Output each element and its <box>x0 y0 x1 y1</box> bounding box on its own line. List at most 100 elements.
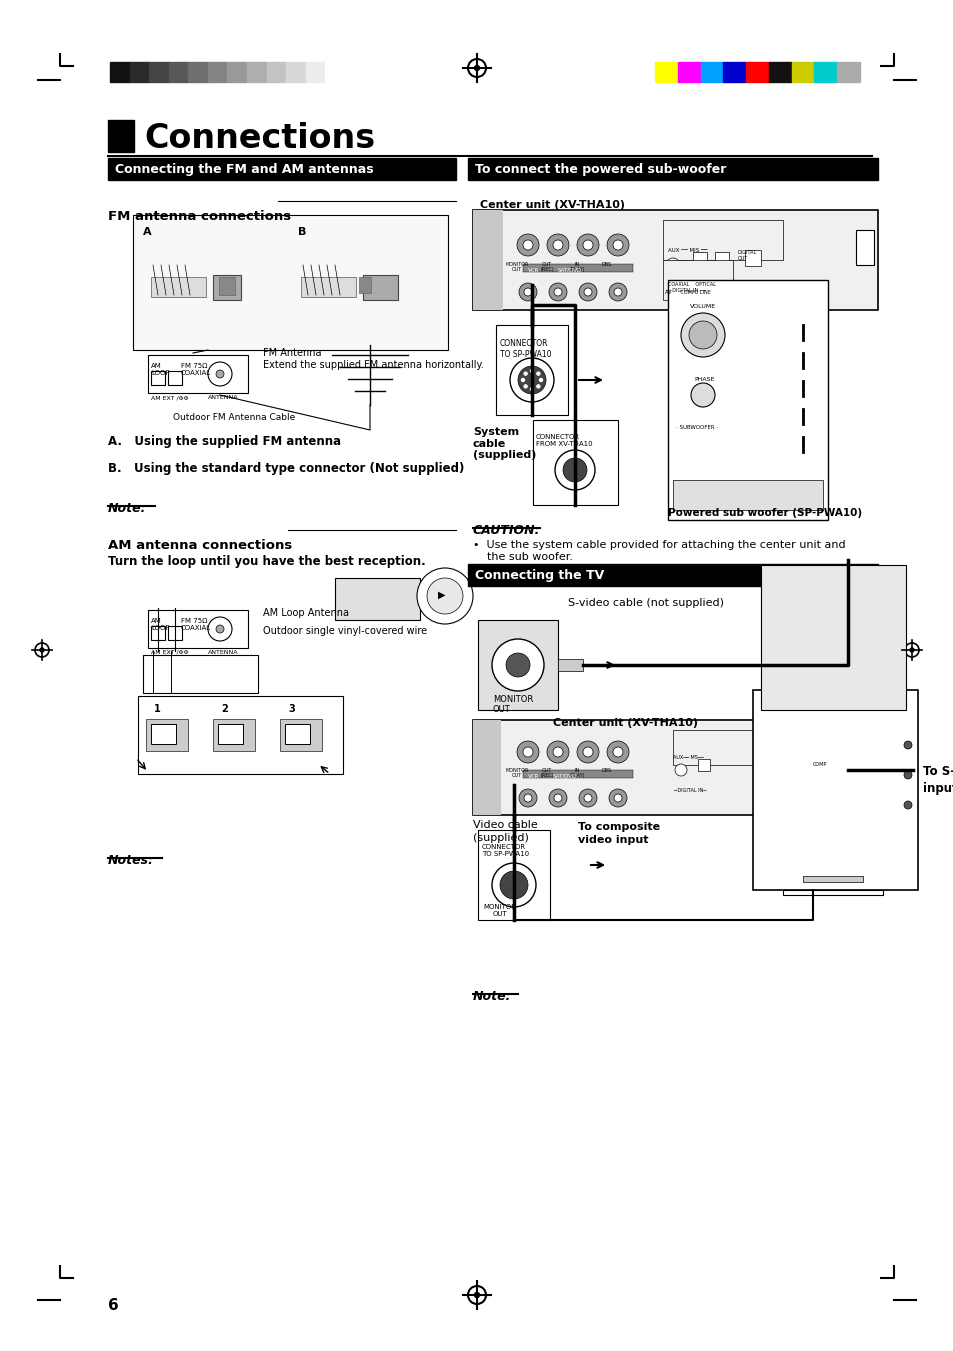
Bar <box>662 220 782 259</box>
Circle shape <box>521 646 525 650</box>
Circle shape <box>517 366 545 394</box>
Text: DBS: DBS <box>601 262 612 267</box>
Circle shape <box>518 282 537 301</box>
Circle shape <box>606 740 628 763</box>
Circle shape <box>680 313 724 357</box>
Circle shape <box>501 674 505 678</box>
Text: ANTENNA: ANTENNA <box>208 650 238 655</box>
Bar <box>473 209 877 309</box>
Bar <box>672 480 822 509</box>
Text: MONITOR
OUT: MONITOR OUT <box>505 767 528 778</box>
Circle shape <box>665 258 679 272</box>
Bar <box>363 276 397 300</box>
Text: COMP: COMP <box>812 762 826 767</box>
Bar <box>477 830 550 920</box>
Circle shape <box>582 240 593 250</box>
Text: SAT/DVD: SAT/DVD <box>558 267 581 273</box>
Bar <box>247 62 267 82</box>
Bar <box>700 62 722 82</box>
Bar <box>496 326 567 415</box>
Text: FM antenna connections: FM antenna connections <box>108 209 291 223</box>
Bar <box>151 724 175 744</box>
Circle shape <box>40 648 44 653</box>
Text: AV      COMPU LINE: AV COMPU LINE <box>664 290 710 295</box>
Text: VOLUME: VOLUME <box>689 304 716 309</box>
Circle shape <box>613 747 622 757</box>
Bar <box>151 277 206 297</box>
Text: CONNECTOR
FROM XV-THA10: CONNECTOR FROM XV-THA10 <box>536 434 592 447</box>
Bar <box>213 276 241 300</box>
Circle shape <box>690 382 714 407</box>
Bar <box>677 62 700 82</box>
Bar <box>473 720 500 815</box>
Bar <box>151 626 165 640</box>
Circle shape <box>523 385 527 388</box>
Circle shape <box>208 362 232 386</box>
Circle shape <box>613 240 622 250</box>
Text: ANTENNA: ANTENNA <box>208 394 238 400</box>
Bar <box>151 372 165 385</box>
Bar <box>855 230 873 265</box>
Bar <box>306 62 325 82</box>
Text: FM 75Ω
COAXIAL: FM 75Ω COAXIAL <box>181 363 211 376</box>
Bar <box>468 158 877 180</box>
Circle shape <box>537 372 539 376</box>
Circle shape <box>537 385 539 388</box>
Text: FM 75Ω
COAXIAL: FM 75Ω COAXIAL <box>181 617 211 631</box>
Text: Note:: Note: <box>473 990 511 1002</box>
Circle shape <box>522 747 533 757</box>
Circle shape <box>474 65 479 70</box>
Text: ▶: ▶ <box>437 590 445 600</box>
Text: 1: 1 <box>153 704 161 713</box>
Circle shape <box>608 789 626 807</box>
Circle shape <box>546 234 568 255</box>
Circle shape <box>577 740 598 763</box>
Bar <box>714 253 728 266</box>
Bar <box>522 770 633 778</box>
Circle shape <box>903 771 911 780</box>
Circle shape <box>518 789 537 807</box>
Circle shape <box>578 789 597 807</box>
Text: •  Use the system cable provided for attaching the center unit and
    the sub w: • Use the system cable provided for atta… <box>473 540 844 562</box>
Bar <box>768 62 791 82</box>
Circle shape <box>675 765 686 775</box>
Bar <box>698 759 709 771</box>
Text: CONNECTOR
TO SP-PWA10: CONNECTOR TO SP-PWA10 <box>481 844 529 858</box>
Text: MONITOR
OUT: MONITOR OUT <box>493 694 533 715</box>
Bar <box>802 875 862 882</box>
Text: VCR: VCR <box>527 267 538 273</box>
Bar <box>208 62 227 82</box>
Circle shape <box>510 358 554 403</box>
Text: Center unit (XV-THA10): Center unit (XV-THA10) <box>553 717 698 728</box>
Circle shape <box>523 372 527 376</box>
Text: ─ DIGITAL IN─: ─ DIGITAL IN─ <box>672 788 705 793</box>
Circle shape <box>562 458 586 482</box>
Text: 3: 3 <box>288 704 294 713</box>
Text: MONITOR
OUT: MONITOR OUT <box>483 904 516 917</box>
Circle shape <box>427 578 462 613</box>
Bar <box>143 655 257 693</box>
Text: To S-video
input: To S-video input <box>923 765 953 794</box>
Circle shape <box>517 740 538 763</box>
Text: Note:: Note: <box>108 503 147 515</box>
Text: AUX ── MIS ──: AUX ── MIS ── <box>667 249 707 253</box>
Bar <box>782 890 882 894</box>
Bar <box>814 62 837 82</box>
Text: CONNECTOR
TO SP-PWA10: CONNECTOR TO SP-PWA10 <box>499 339 551 359</box>
Text: B.   Using the standard type connector (Not supplied): B. Using the standard type connector (No… <box>108 462 464 476</box>
Text: PHASE: PHASE <box>693 377 714 382</box>
Bar <box>667 280 827 520</box>
Bar <box>522 263 633 272</box>
Text: CAUTION:: CAUTION: <box>473 524 540 536</box>
Text: AM EXT /ΦΦ: AM EXT /ΦΦ <box>151 394 189 400</box>
Circle shape <box>522 240 533 250</box>
Bar <box>286 62 306 82</box>
Bar <box>218 724 243 744</box>
Circle shape <box>909 648 913 653</box>
Circle shape <box>501 653 505 657</box>
Text: Connecting the FM and AM antennas: Connecting the FM and AM antennas <box>115 163 374 177</box>
Circle shape <box>903 801 911 809</box>
Text: Connecting the TV: Connecting the TV <box>475 570 603 582</box>
Circle shape <box>577 234 598 255</box>
Bar <box>146 719 188 751</box>
